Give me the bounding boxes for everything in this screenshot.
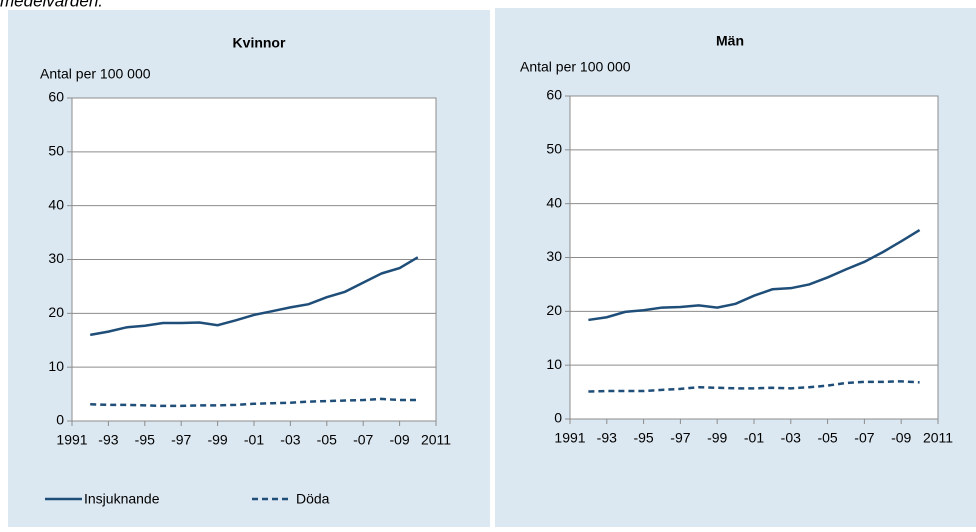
y-tick-label: 0 [554, 410, 562, 426]
y-tick-label: 20 [48, 304, 64, 320]
legend-label: Döda [296, 491, 330, 507]
y-axis-label: Antal per 100 000 [40, 66, 151, 82]
chart-title: Män [716, 33, 744, 49]
legend-label: Insjuknande [84, 491, 160, 507]
x-tick-label: -97 [171, 432, 191, 448]
chart-title: Kvinnor [233, 35, 286, 51]
y-tick-label: 0 [56, 412, 64, 428]
x-tick-label: -01 [244, 432, 264, 448]
y-tick-label: 60 [546, 87, 562, 103]
series-line [588, 228, 921, 322]
series-line [588, 380, 920, 393]
y-tick-label: 20 [546, 302, 562, 318]
x-tick-label: -99 [207, 432, 227, 448]
x-tick-label: -03 [280, 432, 300, 448]
y-tick-label: 30 [48, 250, 64, 266]
caption: medelvärden. [0, 0, 103, 10]
x-tick-label: -07 [854, 430, 874, 446]
x-tick-label: -93 [597, 430, 617, 446]
x-tick-label: -95 [135, 432, 155, 448]
x-tick-label: -03 [781, 430, 801, 446]
series-line [89, 256, 419, 337]
x-tick-label: -05 [317, 432, 337, 448]
y-tick-label: 40 [48, 196, 64, 212]
x-tick-label: 2011 [421, 432, 451, 448]
y-tick-label: 50 [48, 143, 64, 159]
x-tick-label: 1991 [56, 432, 87, 448]
x-tick-label: 1991 [554, 430, 585, 446]
y-tick-label: 10 [48, 358, 64, 374]
x-tick-label: -07 [353, 432, 373, 448]
x-tick-label: -99 [707, 430, 727, 446]
x-tick-label: -09 [389, 432, 409, 448]
y-tick-label: 30 [546, 248, 562, 264]
y-tick-label: 60 [48, 89, 64, 105]
y-tick-label: 40 [546, 194, 562, 210]
x-tick-label: -97 [670, 430, 690, 446]
series-line [90, 397, 418, 408]
y-axis-label: Antal per 100 000 [520, 59, 631, 75]
y-tick-label: 50 [546, 141, 562, 157]
x-tick-label: -93 [98, 432, 118, 448]
x-tick-label: 2011 [923, 430, 953, 446]
x-tick-label: -05 [817, 430, 837, 446]
x-tick-label: -01 [744, 430, 764, 446]
x-tick-label: -09 [891, 430, 911, 446]
y-tick-label: 10 [546, 356, 562, 372]
x-tick-label: -95 [633, 430, 653, 446]
